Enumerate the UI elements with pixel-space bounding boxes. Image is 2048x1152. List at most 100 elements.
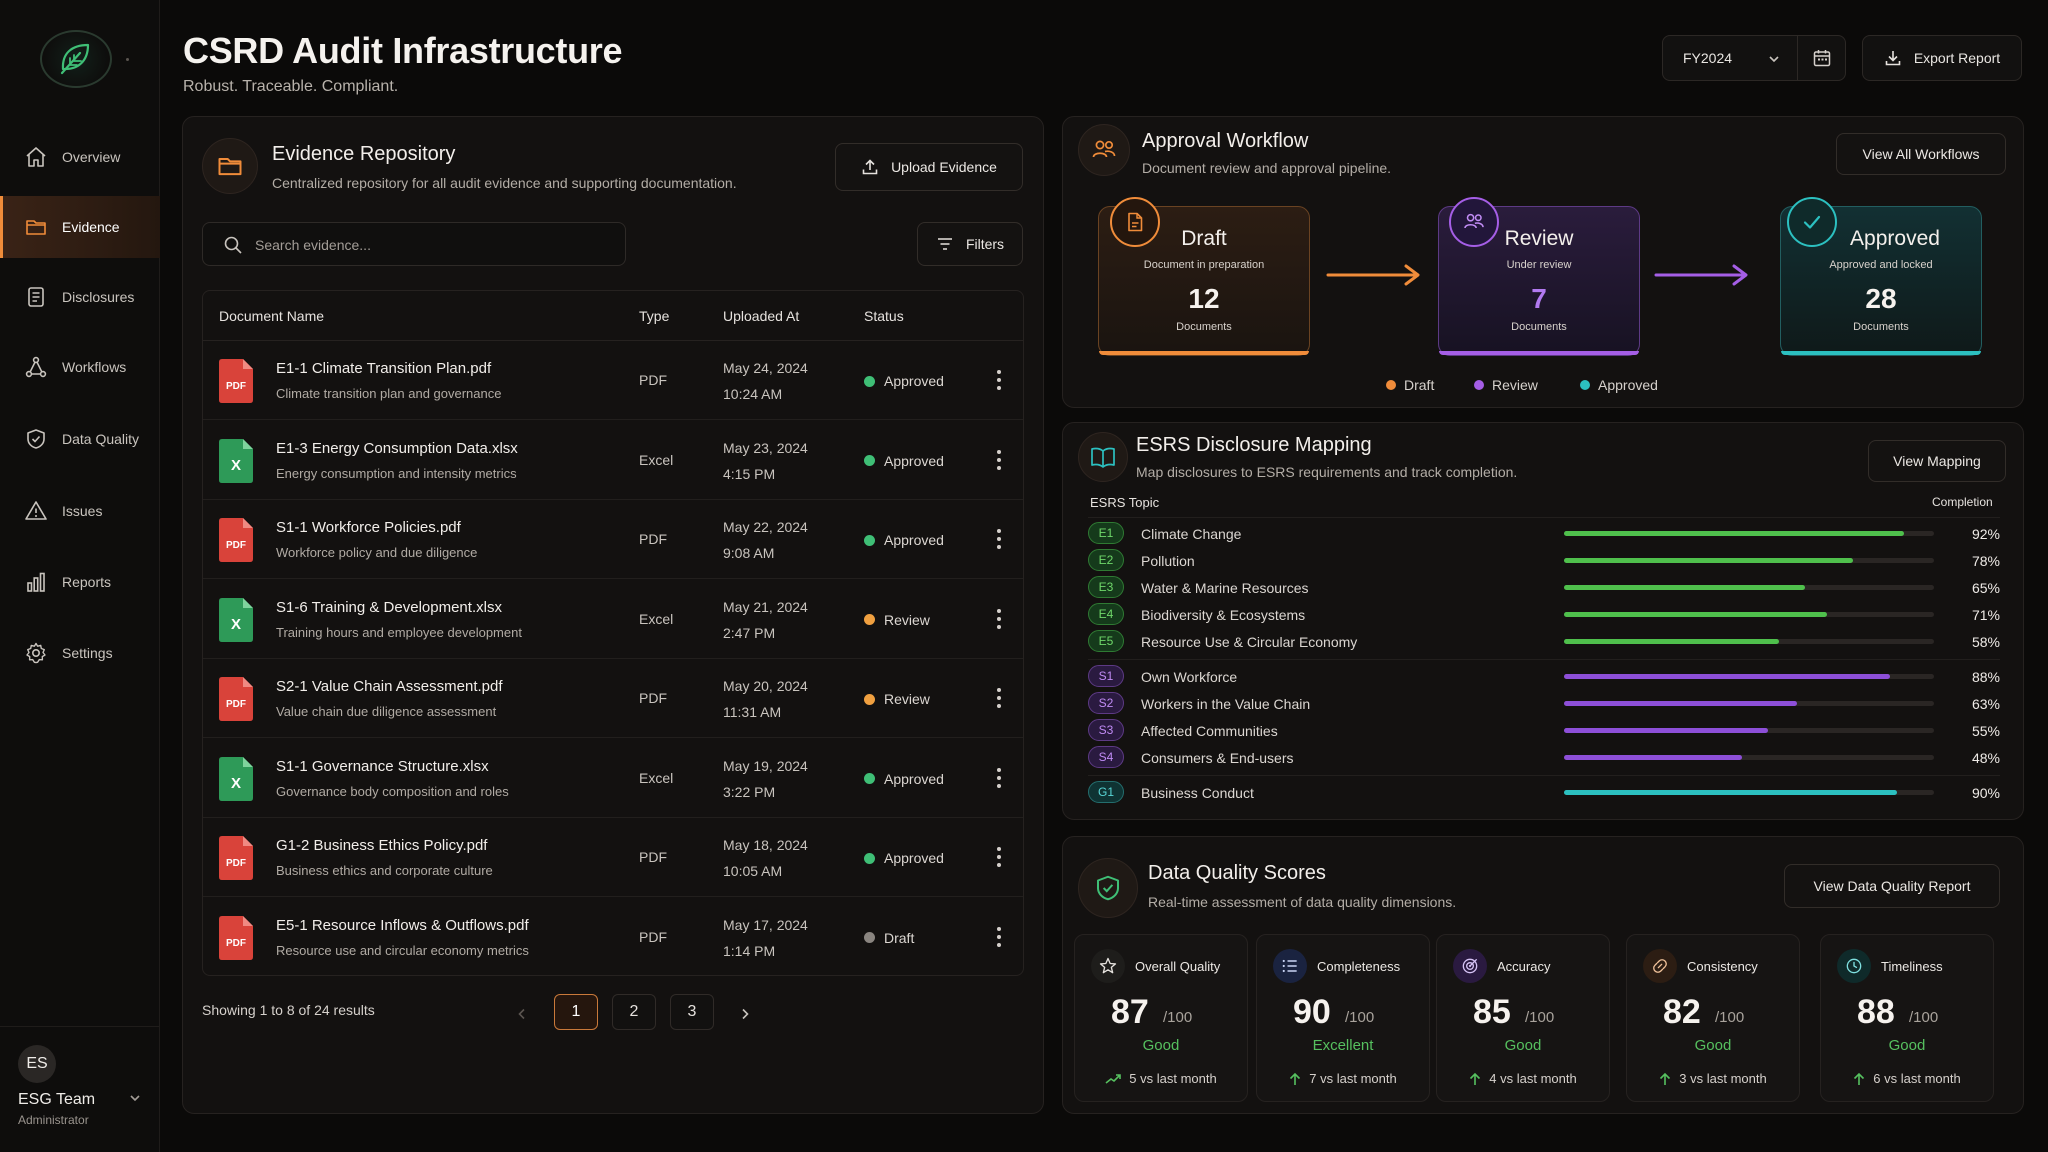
completion-percent: 71% (1971, 607, 2000, 623)
more-options-icon[interactable] (989, 606, 1009, 632)
esrs-topic-name: Resource Use & Circular Economy (1141, 634, 1358, 650)
esrs-topic-row[interactable]: E4 Biodiversity & Ecosystems 71% (1088, 603, 2000, 627)
page-button-2[interactable]: 2 (612, 994, 656, 1030)
document-name[interactable]: S1-6 Training & Development.xlsx (276, 598, 502, 616)
esrs-topic-row[interactable]: S2 Workers in the Value Chain 63% (1088, 692, 2000, 716)
column-header-type[interactable]: Type (639, 308, 670, 324)
export-report-button[interactable]: Export Report (1862, 35, 2022, 81)
quality-trend-label: 5 vs last month (1129, 1071, 1217, 1086)
table-row[interactable]: X S1-6 Training & Development.xlsx Trainin… (203, 580, 1023, 659)
sidebar-item-data-quality[interactable]: Data Quality (0, 408, 160, 470)
table-row[interactable]: PDF S2-1 Value Chain Assessment.pdf Value … (203, 659, 1023, 738)
filter-icon (937, 238, 952, 250)
status-badge: Review (864, 691, 930, 707)
more-options-icon[interactable] (989, 367, 1009, 393)
sidebar-item-evidence[interactable]: Evidence (0, 196, 160, 258)
esrs-topic-row[interactable]: S3 Affected Communities 55% (1088, 719, 2000, 743)
page-button-3[interactable]: 3 (670, 994, 714, 1030)
quality-card-completeness[interactable]: Completeness 90/100 Excellent 7 vs last mon… (1256, 934, 1430, 1102)
sidebar-item-label: Reports (62, 574, 112, 590)
esrs-topic-row[interactable]: E5 Resource Use & Circular Economy 58% (1088, 630, 2000, 654)
pagination-summary: Showing 1 to 8 of 24 results (202, 1002, 375, 1018)
view-data-quality-report-button[interactable]: View Data Quality Report (1784, 864, 2000, 908)
app-logo[interactable] (40, 30, 112, 88)
export-report-label: Export Report (1913, 50, 2001, 66)
document-name[interactable]: E5-1 Resource Inflows & Outflows.pdf (276, 916, 529, 934)
sidebar-item-disclosures[interactable]: Disclosures (0, 266, 160, 328)
column-header-uploaded-at[interactable]: Uploaded At (723, 308, 800, 324)
document-name[interactable]: G1-2 Business Ethics Policy.pdf (276, 837, 488, 854)
quality-card-timeliness[interactable]: Timeliness 88/100 Good 6 vs last month (1820, 934, 1994, 1102)
esrs-code-badge: E2 (1088, 549, 1124, 571)
column-header-document-name[interactable]: Document Name (219, 308, 325, 324)
next-page-button[interactable] (727, 996, 763, 1032)
status-badge: Draft (864, 930, 914, 946)
document-name[interactable]: E1-1 Climate Transition Plan.pdf (276, 360, 492, 377)
table-row[interactable]: PDF S1-1 Workforce Policies.pdf Workforce … (203, 500, 1023, 579)
document-type: Excel (639, 451, 674, 468)
pdf-file-icon: PDF (219, 836, 253, 880)
filters-label: Filters (965, 236, 1005, 252)
quality-card-overall-quality[interactable]: Overall Quality 87/100 Good 5 vs last month (1074, 934, 1248, 1102)
more-options-icon[interactable] (989, 924, 1009, 950)
sidebar: Overview Evidence Disclosures Workflows … (0, 0, 160, 1152)
table-row[interactable]: X E1-3 Energy Consumption Data.xlsx Energy… (203, 421, 1023, 500)
search-input[interactable] (255, 233, 615, 257)
svg-text:X: X (231, 775, 241, 792)
completion-percent: 90% (1971, 785, 2000, 801)
sidebar-item-overview[interactable]: Overview (0, 126, 160, 188)
status-label: Approved (884, 452, 944, 469)
sidebar-item-label: Data Quality (62, 431, 140, 447)
filters-button[interactable]: Filters (917, 222, 1023, 266)
column-header-status[interactable]: Status (864, 308, 904, 324)
esrs-topic-row[interactable]: G1 Business Conduct 90% (1088, 781, 2000, 805)
document-name[interactable]: S1-1 Workforce Policies.pdf (276, 519, 461, 536)
view-data-quality-report-label: View Data Quality Report (1813, 878, 1971, 894)
document-name[interactable]: S1-1 Governance Structure.xlsx (276, 757, 489, 775)
sidebar-item-settings[interactable]: Settings (0, 622, 160, 684)
view-all-workflows-button[interactable]: View All Workflows (1836, 133, 2006, 175)
fiscal-year-select[interactable]: FY2024 (1662, 35, 1846, 81)
more-options-icon[interactable] (989, 526, 1009, 552)
sidebar-item-reports[interactable]: Reports (0, 551, 160, 613)
status-label: Approved (884, 532, 944, 548)
quality-score: 85 (1473, 993, 1511, 1031)
quality-card-consistency[interactable]: Consistency 82/100 Good 3 vs last month (1626, 934, 1800, 1102)
previous-page-button[interactable] (504, 996, 540, 1032)
quality-card-accuracy[interactable]: Accuracy 85/100 Good 4 vs last month (1436, 934, 1610, 1102)
user-role: Administrator (18, 1113, 89, 1127)
esrs-topic-row[interactable]: S1 Own Workforce 88% (1088, 665, 2000, 689)
table-row[interactable]: PDF G1-2 Business Ethics Policy.pdf Busine… (203, 818, 1023, 897)
more-options-icon[interactable] (989, 844, 1009, 870)
page-button-1[interactable]: 1 (554, 994, 598, 1030)
more-options-icon[interactable] (989, 765, 1009, 791)
sidebar-item-workflows[interactable]: Workflows (0, 336, 160, 398)
quality-trend: 3 vs last month (1627, 1071, 1799, 1086)
table-row[interactable]: X S1-1 Governance Structure.xlsx Governanc… (203, 739, 1023, 818)
esrs-topic-row[interactable]: S4 Consumers & End-users 48% (1088, 746, 2000, 770)
user-menu[interactable]: ES ESG Team Administrator (0, 1026, 160, 1152)
excel-file-icon: X (219, 756, 253, 801)
table-row[interactable]: PDF E5-1 Resource Inflows & Outflows.pdf R… (203, 898, 1023, 976)
chevron-down-icon[interactable] (128, 1091, 142, 1105)
calendar-icon[interactable] (1812, 48, 1832, 68)
stage-unit: Documents (1176, 321, 1232, 333)
more-options-icon[interactable] (989, 447, 1009, 473)
completion-fill (1564, 612, 1827, 617)
workflow-stage-review[interactable]: Review Under review 7 Documents (1438, 206, 1640, 356)
users-icon (1092, 140, 1116, 158)
view-mapping-button[interactable]: View Mapping (1868, 440, 2006, 482)
esrs-topic-row[interactable]: E1 Climate Change 92% (1088, 522, 2000, 546)
esrs-topic-name: Own Workforce (1141, 669, 1238, 685)
sidebar-item-issues[interactable]: Issues (0, 480, 160, 542)
status-dot (864, 852, 875, 864)
esrs-topic-row[interactable]: E3 Water & Marine Resources 65% (1088, 576, 2000, 600)
esrs-topic-row[interactable]: E2 Pollution 78% (1088, 549, 2000, 573)
table-row[interactable]: PDF E1-1 Climate Transition Plan.pdf Clima… (203, 341, 1023, 420)
more-options-icon[interactable] (989, 685, 1009, 711)
document-name[interactable]: E1-3 Energy Consumption Data.xlsx (276, 439, 518, 457)
upload-evidence-button[interactable]: Upload Evidence (835, 143, 1023, 191)
esrs-code-badge: E3 (1088, 576, 1124, 598)
svg-text:PDF: PDF (226, 540, 246, 551)
document-name[interactable]: S2-1 Value Chain Assessment.pdf (276, 678, 503, 695)
